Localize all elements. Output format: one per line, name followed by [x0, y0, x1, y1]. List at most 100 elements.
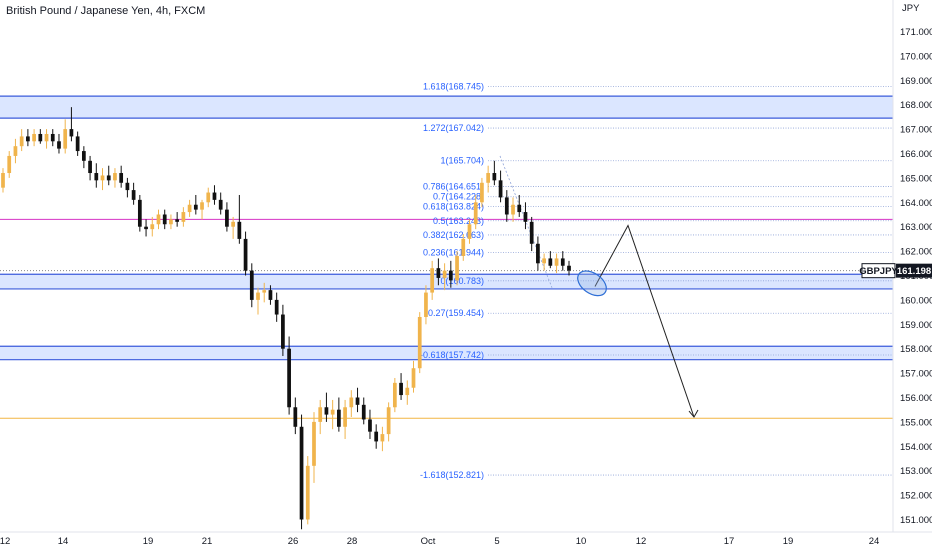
- candle-body: [44, 133, 49, 142]
- candle-body: [411, 368, 416, 388]
- candle-body: [299, 426, 304, 520]
- candle-body: [100, 175, 105, 181]
- candle-body: [361, 404, 366, 420]
- y-tick-label: 156.000: [900, 393, 932, 404]
- candle-body: [106, 175, 111, 181]
- fib-level-label: 1(165.704): [440, 156, 484, 166]
- candle-body: [274, 299, 279, 315]
- candle-body: [1, 173, 5, 188]
- candle-body: [567, 265, 571, 271]
- candle-body: [399, 382, 403, 396]
- y-tick-label: 168.000: [900, 100, 932, 111]
- candle-body: [287, 348, 291, 408]
- y-tick-label: 162.000: [900, 247, 932, 258]
- y-tick-label: 170.000: [900, 51, 932, 62]
- y-tick-label: 153.000: [900, 466, 932, 477]
- candle-body: [548, 258, 553, 266]
- candle-body: [305, 465, 310, 520]
- time-axis: 12 14 19 21 26 28 Oct 5 10 12 17 19 24: [0, 531, 932, 547]
- candle-body: [256, 292, 260, 300]
- y-tick-label: 152.000: [900, 491, 932, 502]
- candle-body: [181, 212, 186, 222]
- candle-body: [75, 136, 80, 152]
- candle-body: [461, 238, 466, 256]
- candle-body: [88, 160, 92, 174]
- x-tick-label: 19: [143, 536, 154, 547]
- y-tick-label: 151.000: [900, 515, 932, 526]
- symbol-tag-box: [861, 263, 896, 279]
- symbol-tag-text: GBPJPY: [859, 266, 898, 277]
- candle-body: [268, 290, 273, 300]
- candle-body: [63, 129, 68, 149]
- projection-path: [594, 224, 695, 418]
- price-axis: JPY 171.000 170.000 169.000 168.000 167.000 16…: [892, 0, 932, 532]
- candle-body: [231, 221, 235, 227]
- candle-body: [281, 314, 285, 349]
- candle-body: [374, 431, 379, 442]
- candle-body: [19, 136, 24, 147]
- candle-body: [249, 270, 254, 300]
- candle-body: [32, 133, 36, 142]
- x-tick-label: 17: [724, 536, 735, 547]
- candle-body: [486, 173, 491, 183]
- candle-body: [560, 258, 565, 266]
- candle-body: [337, 409, 341, 427]
- fib-level-label: 1.618(168.745): [423, 82, 484, 92]
- y-tick-label: 169.000: [900, 76, 932, 87]
- candle-body: [455, 255, 459, 281]
- candle-body: [13, 146, 18, 156]
- candle-body: [343, 407, 347, 427]
- fibonacci-layer: 1.618(168.745) 1.272(167.042) 1(165.704) 0.…: [420, 82, 893, 480]
- x-tick-label: 26: [288, 536, 299, 547]
- price-tag-box: [896, 263, 932, 278]
- candle-body: [156, 214, 161, 225]
- support-resistance-zone: [0, 96, 893, 119]
- candle-body: [467, 224, 472, 239]
- candle-body: [368, 419, 372, 432]
- x-tick-label: 19: [783, 536, 794, 547]
- chart-title: British Pound / Japanese Yen, 4h, FXCM: [6, 5, 206, 17]
- y-tick-label: 163.000: [900, 222, 932, 233]
- candle-body: [536, 243, 540, 264]
- support-resistance-zone: [0, 274, 893, 289]
- zones-layer: [0, 95, 893, 361]
- y-tick-label: 158.000: [900, 344, 932, 355]
- candle-body: [542, 258, 546, 264]
- candle-body: [193, 204, 198, 210]
- x-tick-label: 24: [869, 536, 880, 547]
- candle-body: [312, 421, 316, 466]
- y-tick-label: 160.000: [900, 295, 932, 306]
- y-tick-label: 154.000: [900, 442, 932, 453]
- candle-body: [330, 409, 335, 415]
- candle-body: [424, 292, 428, 317]
- candle-body: [243, 238, 248, 271]
- fib-level-label: 0.5(163.243): [433, 216, 484, 226]
- candle-body: [212, 192, 217, 200]
- candle-body: [169, 219, 173, 225]
- candle-body: [225, 209, 229, 227]
- fib-level-label: 0.618(163.824): [423, 202, 484, 212]
- fib-level-label: -0.27(159.454): [425, 308, 484, 318]
- candle-body: [480, 182, 484, 203]
- candle-body: [38, 133, 43, 142]
- fib-level-label: 0.786(164.651): [423, 181, 484, 191]
- candle-body: [318, 407, 323, 422]
- candle-body: [529, 221, 534, 244]
- candle-body: [324, 407, 329, 415]
- y-tick-label: 167.000: [900, 125, 932, 136]
- candle-body: [81, 151, 86, 161]
- candle-body: [144, 226, 148, 230]
- candle-body: [380, 434, 385, 442]
- lines-layer: [0, 218, 893, 419]
- candle-body: [26, 136, 30, 142]
- candle-body: [218, 199, 223, 210]
- y-tick-label: 157.000: [900, 369, 932, 380]
- x-tick-label: 10: [576, 536, 587, 547]
- x-tick-label: 28: [347, 536, 358, 547]
- candle-body: [436, 268, 441, 278]
- candle-body: [430, 268, 435, 293]
- candle-body: [517, 204, 522, 213]
- candle-body: [511, 204, 515, 215]
- candle-body: [137, 199, 142, 227]
